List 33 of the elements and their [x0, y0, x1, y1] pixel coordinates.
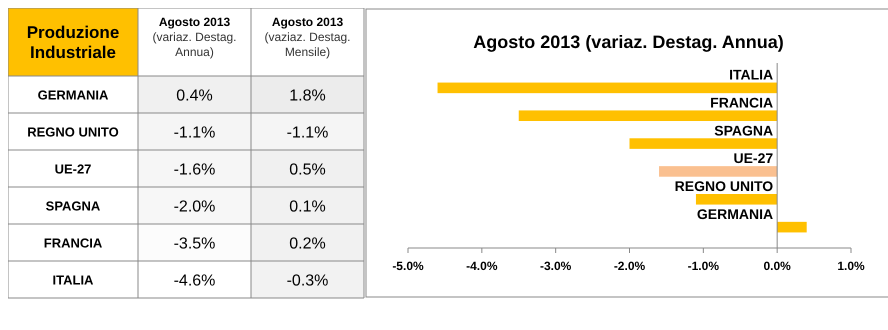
- x-tick-label: -3.0%: [540, 259, 572, 273]
- y-tick-label: ITALIA: [52, 272, 94, 288]
- x-tick-label: 0.0%: [763, 259, 792, 273]
- x-tick-label: Agosto 2013 (vaziaz. Destag. Mensile): [264, 15, 351, 59]
- y-tick-label: ITALIA: [729, 66, 774, 83]
- y-tick-label: REGNO UNITO: [27, 124, 119, 140]
- y-tick-label: UE-27: [733, 150, 774, 166]
- data-label: -3.5%: [174, 236, 216, 252]
- y-tick-label: GERMANIA: [38, 88, 109, 102]
- y-tick-label: FRANCIA: [710, 94, 774, 110]
- y-tick-label: GERMANIA: [696, 206, 774, 222]
- y-tick-label: FRANCIA: [44, 236, 103, 250]
- x-tick-label: 1.0%: [837, 259, 865, 273]
- data-label: -0.3%: [286, 272, 328, 290]
- data-label: -1.6%: [174, 162, 216, 178]
- data-label: 0.5%: [289, 162, 326, 178]
- data-label: 0.2%: [289, 236, 326, 252]
- data-label: 0.4%: [176, 88, 213, 104]
- y-tick-label: SPAGNA: [714, 122, 774, 138]
- data-label: 1.8%: [289, 88, 326, 104]
- y-tick-label: SPAGNA: [46, 198, 101, 214]
- data-label: -1.1%: [286, 124, 328, 142]
- x-tick-label: -4.0%: [466, 259, 498, 273]
- x-tick-label: -2.0%: [614, 259, 646, 273]
- data-label: -2.0%: [174, 198, 216, 216]
- x-tick-label: -5.0%: [392, 259, 424, 273]
- data-label: -4.6%: [174, 272, 216, 290]
- chart-title: Produzione Industriale: [26, 23, 120, 62]
- data-label: -1.1%: [174, 124, 216, 142]
- data-label: 0.1%: [289, 198, 326, 216]
- y-tick-label: REGNO UNITO: [674, 178, 774, 194]
- y-tick-label: UE-27: [54, 162, 92, 176]
- x-tick-label: -1.0%: [688, 259, 720, 273]
